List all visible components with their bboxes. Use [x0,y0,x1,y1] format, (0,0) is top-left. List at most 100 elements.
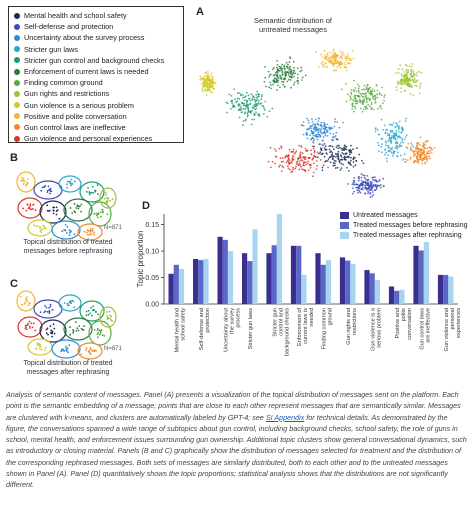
embedding-point [419,136,422,139]
embedding-point [354,102,357,105]
embedding-point [279,86,281,89]
embedding-point [358,184,361,187]
embedding-point [328,148,331,151]
embedding-point [350,156,352,159]
embedding-point [363,176,366,179]
embedding-point [334,160,337,162]
embedding-point [316,165,318,167]
embedding-point [349,161,351,164]
embedding-point [374,184,377,187]
embedding-point [332,136,334,139]
legend-label: Self-defense and protection [24,22,114,32]
message-point [91,350,94,352]
embedding-point [327,158,330,160]
embedding-point [384,153,386,156]
embedding-point [393,133,395,135]
embedding-point [380,107,383,110]
embedding-point [352,57,355,60]
embedding-point [211,91,214,94]
embedding-point [395,89,398,91]
message-point [101,334,104,336]
embedding-point [354,94,356,97]
embedding-point [354,107,357,110]
embedding-point [322,136,325,138]
embedding-point [312,162,315,165]
si-appendix-link[interactable]: SI Appendix [265,412,305,422]
bar [296,245,302,304]
embedding-point [248,97,250,100]
embedding-point [371,93,374,96]
embedding-point [275,89,278,91]
message-point [100,215,102,218]
x-tick-label: Gun violence andpersonalexperiences [444,308,462,352]
bar [339,257,346,304]
embedding-point [300,166,302,168]
embedding-point [305,149,307,152]
embedding-point [325,66,328,68]
embedding-point [394,147,397,149]
embedding-point [247,109,250,112]
embedding-point [313,154,315,157]
message-point [103,311,105,314]
embedding-point [418,92,421,94]
embedding-point [404,136,407,138]
embedding-point [368,189,371,191]
embedding-point [350,97,352,99]
embedding-point [348,151,351,154]
embedding-point [346,62,349,64]
embedding-point [231,102,234,104]
embedding-point [348,149,350,152]
embedding-point [255,96,258,99]
embedding-point [325,55,328,58]
embedding-point [317,124,319,126]
embedding-point [337,150,340,153]
embedding-point [325,159,327,162]
embedding-point [372,97,374,100]
embedding-point [355,183,358,186]
embedding-point [237,105,240,107]
embedding-point [226,111,228,114]
embedding-point [204,82,207,85]
embedding-point [270,87,272,90]
embedding-point [292,168,294,171]
embedding-point [395,86,398,88]
embedding-point [343,155,346,158]
embedding-point [281,80,283,83]
embedding-point [419,84,422,87]
legend-color-dot [14,68,20,75]
embedding-point [283,68,286,71]
embedding-point [206,85,209,88]
embedding-point [285,74,287,77]
embedding-point [416,146,418,149]
embedding-point [383,124,386,127]
embedding-point [251,98,254,101]
message-point [85,349,87,352]
embedding-point [343,147,346,150]
bar [364,270,370,304]
embedding-point [232,104,234,107]
embedding-point [396,124,399,127]
embedding-point [291,73,294,76]
embedding-point [395,122,398,125]
embedding-point [311,118,313,120]
bar [320,264,326,304]
embedding-point [322,144,324,147]
embedding-point [273,73,276,76]
embedding-point [362,182,365,184]
embedding-point [321,152,324,155]
embedding-point [264,76,267,79]
embedding-point [237,103,240,106]
embedding-point [338,146,341,149]
embedding-point [282,160,284,163]
embedding-point [413,153,415,156]
message-point [26,324,29,326]
topic-ellipse [58,175,82,193]
embedding-point [356,186,359,189]
embedding-point [244,95,247,97]
message-point [109,199,111,202]
embedding-point [364,174,366,177]
embedding-point [276,63,279,66]
legend-color-dot [14,90,20,97]
panel-c-letter: C [10,278,18,290]
embedding-point [345,145,348,148]
